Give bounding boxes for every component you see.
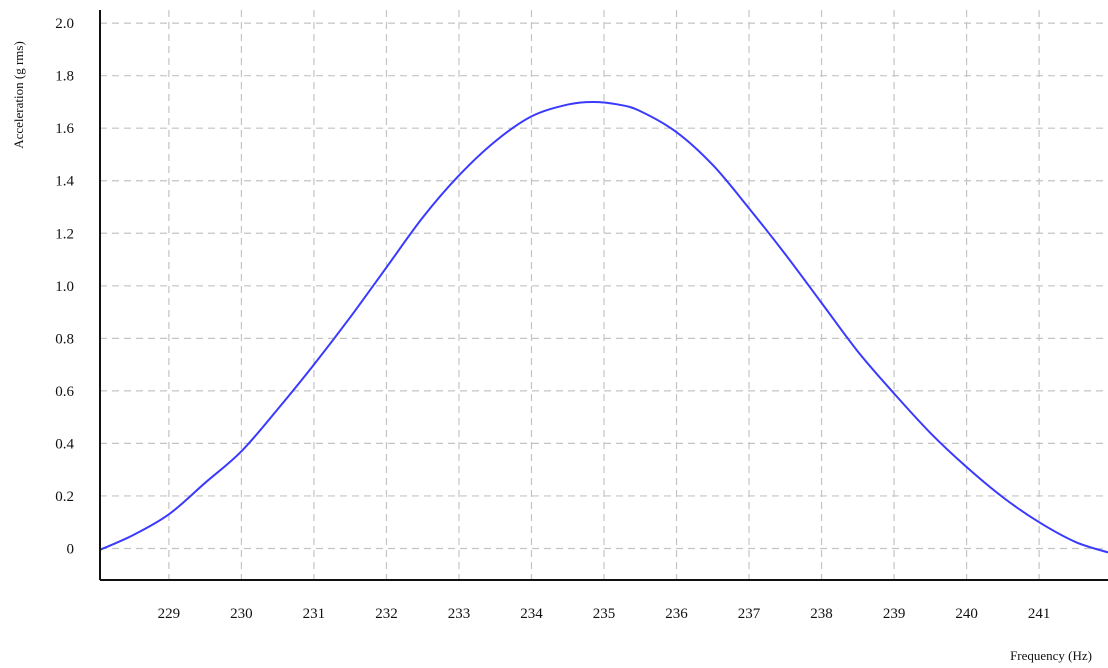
x-tick-label: 230 xyxy=(230,606,253,622)
y-tick-label: 1.2 xyxy=(55,226,74,242)
x-tick-label: 229 xyxy=(158,606,181,622)
y-tick-label: 1.4 xyxy=(55,174,74,190)
y-tick-label: 1.8 xyxy=(55,69,74,85)
y-tick-labels: 0 0.2 0.4 0.6 0.8 1.0 1.2 1.4 1.6 1.8 2.0 xyxy=(55,16,74,557)
y-tick-label: 0 xyxy=(67,541,75,557)
y-tick-label: 0.6 xyxy=(55,384,74,400)
series-line-0 xyxy=(99,100,1108,554)
y-axis-title: Acceleration (g rms) xyxy=(11,41,26,149)
y-tick-label: 0.8 xyxy=(55,331,74,347)
x-tick-label: 231 xyxy=(303,606,326,622)
x-tick-labels: 229 230 231 232 233 234 235 236 237 238 239 240 241 xyxy=(158,606,1051,622)
y-tick-label: 0.4 xyxy=(55,436,74,452)
y-tick-label: 1.6 xyxy=(55,121,74,137)
series-layer xyxy=(99,100,1108,554)
x-tick-label: 239 xyxy=(883,606,906,622)
x-tick-label: 236 xyxy=(665,606,688,622)
x-tick-label: 233 xyxy=(448,606,471,622)
x-tick-label: 237 xyxy=(738,606,761,622)
x-tick-label: 232 xyxy=(375,606,398,622)
y-tick-label: 0.2 xyxy=(55,489,74,505)
grid-lines xyxy=(100,10,1108,580)
x-tick-label: 235 xyxy=(593,606,616,622)
y-tick-label: 1.0 xyxy=(55,279,74,295)
x-tick-label: 238 xyxy=(810,606,833,622)
x-axis-title: Frequency (Hz) xyxy=(1010,648,1092,663)
x-tick-label: 241 xyxy=(1028,606,1051,622)
x-tick-label: 234 xyxy=(520,606,543,622)
y-tick-label: 2.0 xyxy=(55,16,74,32)
x-tick-label: 240 xyxy=(955,606,978,622)
